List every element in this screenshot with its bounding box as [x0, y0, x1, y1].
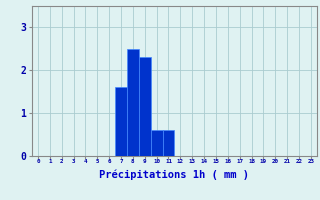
- Bar: [151, 130, 163, 156]
- X-axis label: Précipitations 1h ( mm ): Précipitations 1h ( mm ): [100, 169, 249, 180]
- Bar: [139, 57, 151, 156]
- Bar: [163, 130, 174, 156]
- Bar: [127, 49, 139, 156]
- Bar: [115, 87, 127, 156]
